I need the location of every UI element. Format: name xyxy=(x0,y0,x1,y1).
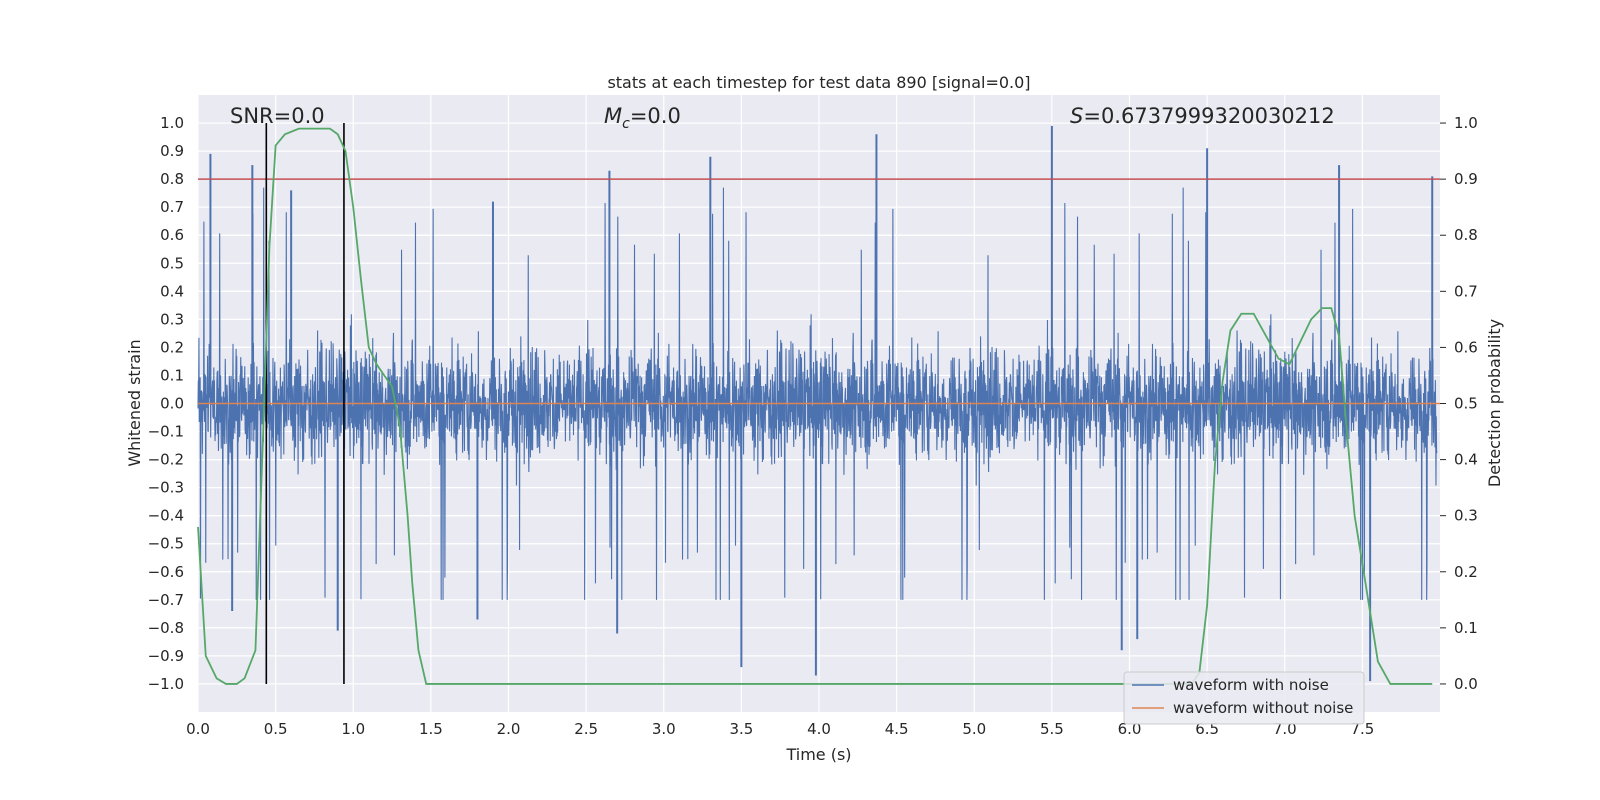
y-tick-label: −0.2 xyxy=(148,451,184,469)
y-tick-label: −0.6 xyxy=(148,563,184,581)
y-tick-label: −0.8 xyxy=(148,619,184,637)
y-tick-label: 0.9 xyxy=(160,142,184,160)
y2-tick-label: 0.2 xyxy=(1454,563,1478,581)
x-tick-label: 0.0 xyxy=(186,720,210,738)
y-tick-label: 1.0 xyxy=(160,114,184,132)
y-tick-label: −0.3 xyxy=(148,479,184,497)
y2-tick-label: 0.1 xyxy=(1454,619,1478,637)
series-waveform-with-noise xyxy=(197,125,1438,682)
legend-label-noise: waveform with noise xyxy=(1173,676,1329,694)
y2-axis-ticks: 1.0 0.9 0.8 0.7 0.6 0.5 0.4 0.3 0.2 0.1 0.0 xyxy=(1440,114,1478,693)
x-tick-label: 4.0 xyxy=(807,720,831,738)
annotation-snr: SNR=0.0 xyxy=(230,104,325,128)
y-tick-label: −0.1 xyxy=(148,423,184,441)
y2-tick-label: 0.3 xyxy=(1454,507,1478,525)
x-tick-label: 5.5 xyxy=(1040,720,1064,738)
y-axis-label: Whitened strain xyxy=(125,339,144,466)
x-tick-label: 0.5 xyxy=(264,720,288,738)
y2-tick-label: 0.5 xyxy=(1454,395,1478,413)
x-axis-label: Time (s) xyxy=(785,745,851,764)
y-tick-label: 0.5 xyxy=(160,254,184,272)
y-tick-label: 0.4 xyxy=(160,282,184,300)
x-tick-label: 1.0 xyxy=(341,720,365,738)
overlay-lines xyxy=(197,123,1440,685)
detection-probability-line xyxy=(197,127,1433,685)
y-tick-label: −0.9 xyxy=(148,647,184,665)
y-tick-label: 0.7 xyxy=(160,198,184,216)
y2-tick-label: 0.4 xyxy=(1454,451,1478,469)
y-tick-label: 0.2 xyxy=(160,338,184,356)
x-tick-label: 5.0 xyxy=(962,720,986,738)
y-tick-label: −1.0 xyxy=(148,675,184,693)
x-tick-label: 3.5 xyxy=(729,720,753,738)
annotation-mc-symbol: M xyxy=(604,104,622,128)
y-tick-label: −0.4 xyxy=(148,507,184,525)
y-tick-label: 0.1 xyxy=(160,366,184,384)
y-tick-label: 0.6 xyxy=(160,226,184,244)
y-tick-label: −0.7 xyxy=(148,591,184,609)
x-axis-ticks: 0.0 0.5 1.0 1.5 2.0 2.5 3.0 3.5 4.0 4.5 5.0 5.5 6.0 6… xyxy=(186,720,1374,738)
y2-axis-label: Detection probability xyxy=(1485,319,1504,487)
annotation-s-symbol: S xyxy=(1070,104,1083,128)
y-tick-label: 0.3 xyxy=(160,310,184,328)
legend-label-clean: waveform without noise xyxy=(1173,699,1353,717)
x-tick-label: 4.5 xyxy=(885,720,909,738)
annotation-mc-subscript: c xyxy=(622,116,630,132)
y-tick-label: 0.8 xyxy=(160,170,184,188)
x-tick-label: 3.0 xyxy=(652,720,676,738)
y-tick-label: 0.0 xyxy=(160,395,184,413)
x-tick-label: 2.5 xyxy=(574,720,598,738)
y-tick-label: −0.5 xyxy=(148,535,184,553)
annotation-score: S=0.6737999320030212 xyxy=(1070,104,1335,128)
y2-tick-label: 0.8 xyxy=(1454,226,1478,244)
y2-tick-label: 1.0 xyxy=(1454,114,1478,132)
annotation-s-value: =0.6737999320030212 xyxy=(1083,104,1334,128)
y2-tick-label: 0.9 xyxy=(1454,170,1478,188)
annotation-chirp-mass: Mc=0.0 xyxy=(604,104,681,132)
y2-tick-label: 0.6 xyxy=(1454,338,1478,356)
x-tick-label: 2.0 xyxy=(497,720,521,738)
y2-tick-label: 0.0 xyxy=(1454,675,1478,693)
x-tick-label: 1.5 xyxy=(419,720,443,738)
legend-box xyxy=(1123,671,1365,725)
y-axis-ticks: 1.0 0.9 0.8 0.7 0.6 0.5 0.4 0.3 0.2 0.1 0.0 −0.1 −0.… xyxy=(148,114,184,693)
legend: waveform with noise waveform without noi… xyxy=(1123,671,1365,725)
noise-waveform-line xyxy=(197,187,1438,600)
chart-title: stats at each timestep for test data 890… xyxy=(607,73,1030,92)
y2-tick-label: 0.7 xyxy=(1454,282,1478,300)
annotation-mc-value: =0.0 xyxy=(630,104,681,128)
